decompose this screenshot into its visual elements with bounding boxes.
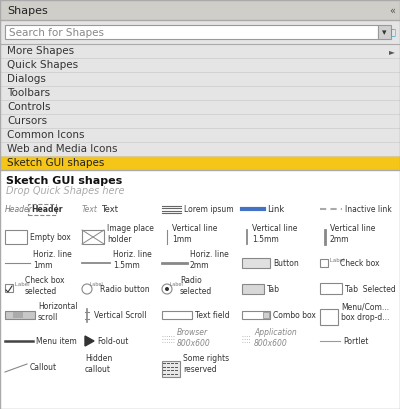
Bar [5, 284, 13, 292]
Text: Label: Label [328, 258, 345, 263]
Text: Label: Label [88, 283, 103, 288]
Text: More Shapes: More Shapes [7, 47, 74, 56]
Text: Browser
800x600: Browser 800x600 [177, 328, 211, 348]
Text: Drop Quick Shapes here: Drop Quick Shapes here [6, 186, 124, 196]
Text: Controls: Controls [7, 103, 50, 112]
Text: Common Icons: Common Icons [7, 130, 84, 141]
Text: Tab: Tab [267, 285, 280, 294]
Text: Sketch GUI shapes: Sketch GUI shapes [7, 159, 104, 169]
Bar [320, 283, 342, 294]
Text: ►: ► [389, 47, 395, 56]
Text: Check box: Check box [340, 258, 380, 267]
Text: Horiz. line
2mm: Horiz. line 2mm [190, 250, 229, 270]
Bar [0, 114, 400, 128]
Text: Vertical line
1mm: Vertical line 1mm [172, 224, 217, 244]
Circle shape [165, 287, 169, 291]
Bar [242, 284, 264, 294]
Bar [28, 204, 56, 215]
Text: Empty box: Empty box [30, 232, 71, 241]
Bar [82, 230, 104, 244]
Text: Menu item: Menu item [36, 337, 77, 346]
Text: Radio
selected: Radio selected [180, 276, 212, 296]
Text: Fold-out: Fold-out [97, 337, 128, 346]
Text: Text: Text [101, 204, 118, 213]
Text: Vertical line
2mm: Vertical line 2mm [330, 224, 375, 244]
Bar [0, 128, 400, 142]
Text: Image place
holder: Image place holder [107, 224, 154, 244]
Text: Cursors: Cursors [7, 117, 47, 126]
Bar [242, 311, 270, 319]
Polygon shape [85, 336, 94, 346]
Bar [0, 142, 400, 156]
Text: Text: Text [82, 204, 98, 213]
Bar [162, 311, 192, 319]
Text: Vertical line
1.5mm: Vertical line 1.5mm [252, 224, 297, 244]
Text: Application
800x600: Application 800x600 [254, 328, 297, 348]
Text: Hidden
callout: Hidden callout [85, 354, 112, 374]
Text: Toolbars: Toolbars [7, 88, 50, 99]
Text: Label: Label [13, 281, 30, 286]
Text: Lorem ipsum: Lorem ipsum [184, 204, 234, 213]
Bar [0, 20, 400, 44]
Text: Vertical Scroll: Vertical Scroll [94, 310, 146, 319]
Text: Header: Header [5, 204, 33, 213]
Bar [0, 170, 400, 409]
Bar [13, 312, 23, 318]
Bar [0, 72, 400, 86]
Bar [320, 259, 328, 267]
Bar [5, 25, 378, 39]
Bar [0, 86, 400, 100]
Text: ▾: ▾ [382, 29, 387, 38]
Text: Search for Shapes: Search for Shapes [9, 28, 104, 38]
Bar [162, 361, 180, 377]
Text: Portlet: Portlet [343, 337, 368, 346]
Text: Check box
selected: Check box selected [25, 276, 64, 296]
Text: «: « [389, 6, 395, 16]
Text: 🔍: 🔍 [391, 29, 396, 38]
Text: Horiz. line
1mm: Horiz. line 1mm [33, 250, 72, 270]
Text: Label: Label [168, 283, 183, 288]
Text: Radio button: Radio button [100, 285, 150, 294]
Bar [320, 309, 338, 325]
Bar [0, 156, 400, 170]
Text: Dialogs: Dialogs [7, 74, 46, 85]
Text: Shapes: Shapes [7, 6, 48, 16]
Bar [5, 230, 27, 244]
Text: Horizontal
scroll: Horizontal scroll [38, 302, 78, 322]
Bar [0, 44, 400, 58]
Text: Sketch GUI shapes: Sketch GUI shapes [6, 176, 122, 186]
Bar [263, 312, 269, 318]
Bar [242, 258, 270, 268]
Text: Tab  Selected: Tab Selected [345, 285, 396, 294]
Text: Menu/Com...
box drop-d...: Menu/Com... box drop-d... [341, 302, 389, 322]
Text: Link: Link [267, 204, 284, 213]
Text: Web and Media Icons: Web and Media Icons [7, 144, 118, 155]
Text: Button: Button [273, 258, 299, 267]
Text: Callout: Callout [30, 362, 57, 371]
Bar [5, 311, 35, 319]
Text: Inactive link: Inactive link [345, 204, 392, 213]
Text: Combo box: Combo box [273, 310, 316, 319]
Bar [0, 58, 400, 72]
Bar [0, 100, 400, 114]
Text: Some rights
reserved: Some rights reserved [183, 354, 229, 374]
Bar [0, 0, 400, 20]
Text: Quick Shapes: Quick Shapes [7, 61, 78, 70]
Text: Horiz. line
1.5mm: Horiz. line 1.5mm [113, 250, 152, 270]
Bar [378, 25, 391, 39]
Text: Text field: Text field [195, 310, 230, 319]
Text: Header: Header [31, 205, 62, 214]
